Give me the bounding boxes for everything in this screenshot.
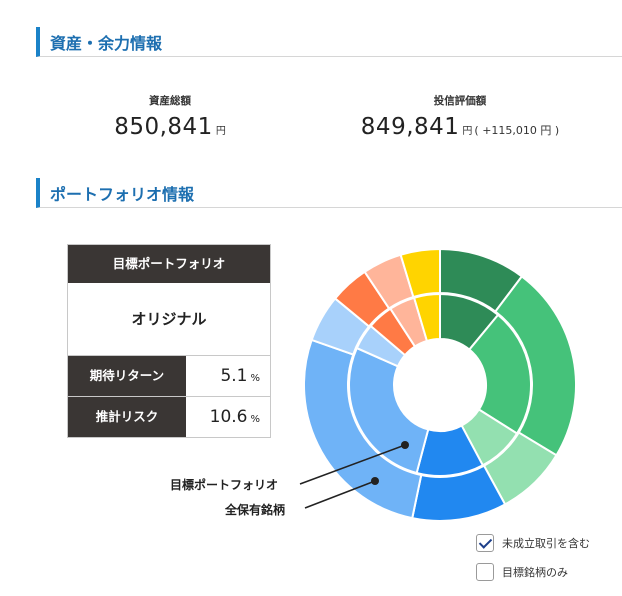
fund-valuation-label: 投信評価額 [433,95,487,107]
fund-valuation-block: 投信評価額 849,841 円( +115,010 円 ) [330,93,590,140]
expected-return-label: 期待リターン [68,356,186,396]
outer-ring [303,247,577,522]
target-portfolio-header: 目標ポートフォリオ [68,245,270,283]
estimated-risk-unit: % [250,414,260,425]
checkbox-unchecked-icon[interactable] [476,563,494,581]
estimated-risk-label: 推計リスク [68,397,186,437]
outer-ring-pointer-line [304,480,376,509]
checkbox-checked-icon[interactable] [476,534,494,552]
estimated-risk-row: 推計リスク 10.6% [68,397,270,437]
total-assets-block: 資産総額 850,841 円 [100,93,240,140]
legend-pointers [299,441,409,509]
inner-ring-segment[interactable] [348,346,430,475]
fund-valuation-diff: ( +115,010 円 ) [474,124,560,137]
outer-ring-pointer-dot [371,477,379,485]
portfolio-section-title: ポートフォリオ情報 [50,185,195,204]
expected-return-unit: % [250,373,260,384]
fund-valuation-value: 849,841 [360,114,460,140]
portfolio-name: オリジナル [68,283,270,356]
include-pending-checkbox[interactable]: 未成立取引を含む [476,534,590,552]
total-assets-label: 資産総額 [149,95,191,107]
inner-ring [348,292,532,477]
inner-ring-pointer-dot [401,441,409,449]
fund-valuation-unit: 円 [462,126,473,137]
portfolio-section-header: ポートフォリオ情報 [36,178,622,208]
outer-ring-label: 全保有銘柄 [225,503,286,517]
assets-section-title: 資産・余力情報 [50,34,163,53]
target-only-checkbox[interactable]: 目標銘柄のみ [476,563,568,581]
include-pending-label: 未成立取引を含む [502,537,590,550]
expected-return-value: 5.1 [220,366,248,386]
inner-ring-segment[interactable] [467,313,532,435]
inner-ring-pointer-line [299,444,406,485]
target-portfolio-card: 目標ポートフォリオ オリジナル 期待リターン 5.1% 推計リスク 10.6% [67,244,271,438]
inner-ring-segment[interactable] [412,292,441,343]
estimated-risk-value: 10.6 [209,407,248,427]
total-assets-unit: 円 [215,126,226,137]
assets-section-header: 資産・余力情報 [36,27,622,57]
inner-ring-label: 目標ポートフォリオ [170,478,279,492]
target-only-label: 目標銘柄のみ [502,566,568,579]
total-assets-value: 850,841 [114,114,213,140]
expected-return-row: 期待リターン 5.1% [68,356,270,397]
